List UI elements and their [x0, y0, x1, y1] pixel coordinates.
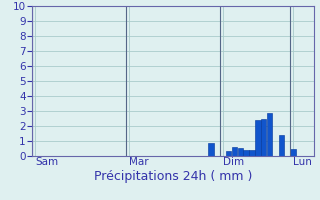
Bar [255, 120, 260, 156]
Bar [244, 150, 249, 156]
Bar [232, 147, 237, 156]
Bar [267, 112, 272, 156]
Bar [291, 148, 296, 156]
Bar [226, 151, 231, 156]
Bar [249, 150, 255, 156]
Bar [279, 135, 284, 156]
Bar [261, 118, 266, 156]
X-axis label: Précipitations 24h ( mm ): Précipitations 24h ( mm ) [94, 170, 252, 183]
Bar [208, 142, 213, 156]
Bar [238, 148, 243, 156]
